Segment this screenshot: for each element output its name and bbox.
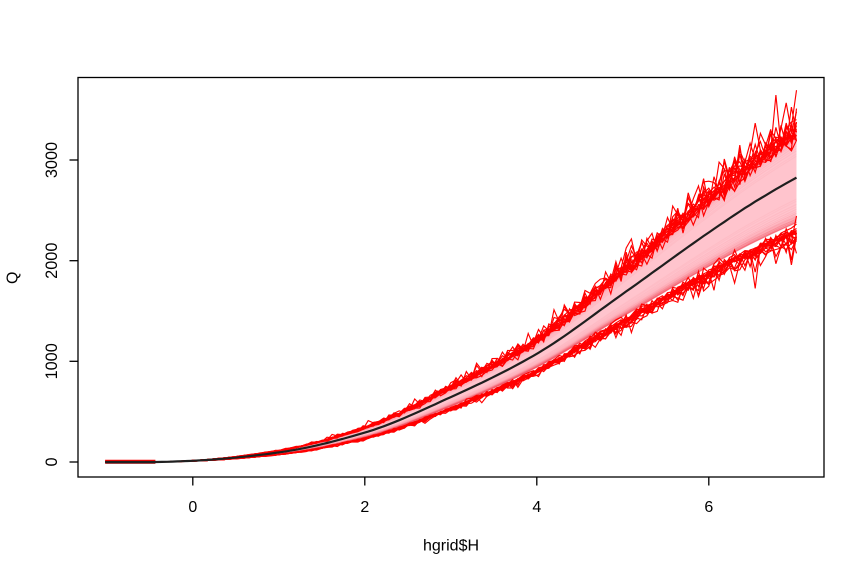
svg-text:2: 2 (360, 499, 369, 516)
svg-text:1000: 1000 (43, 343, 61, 379)
svg-text:hgrid$H: hgrid$H (423, 538, 479, 555)
svg-text:3000: 3000 (43, 142, 61, 178)
svg-text:2000: 2000 (43, 243, 61, 279)
svg-text:Q: Q (5, 272, 22, 284)
svg-text:0: 0 (43, 457, 61, 466)
svg-text:4: 4 (532, 499, 541, 516)
svg-text:6: 6 (704, 499, 713, 516)
svg-text:0: 0 (188, 499, 197, 516)
